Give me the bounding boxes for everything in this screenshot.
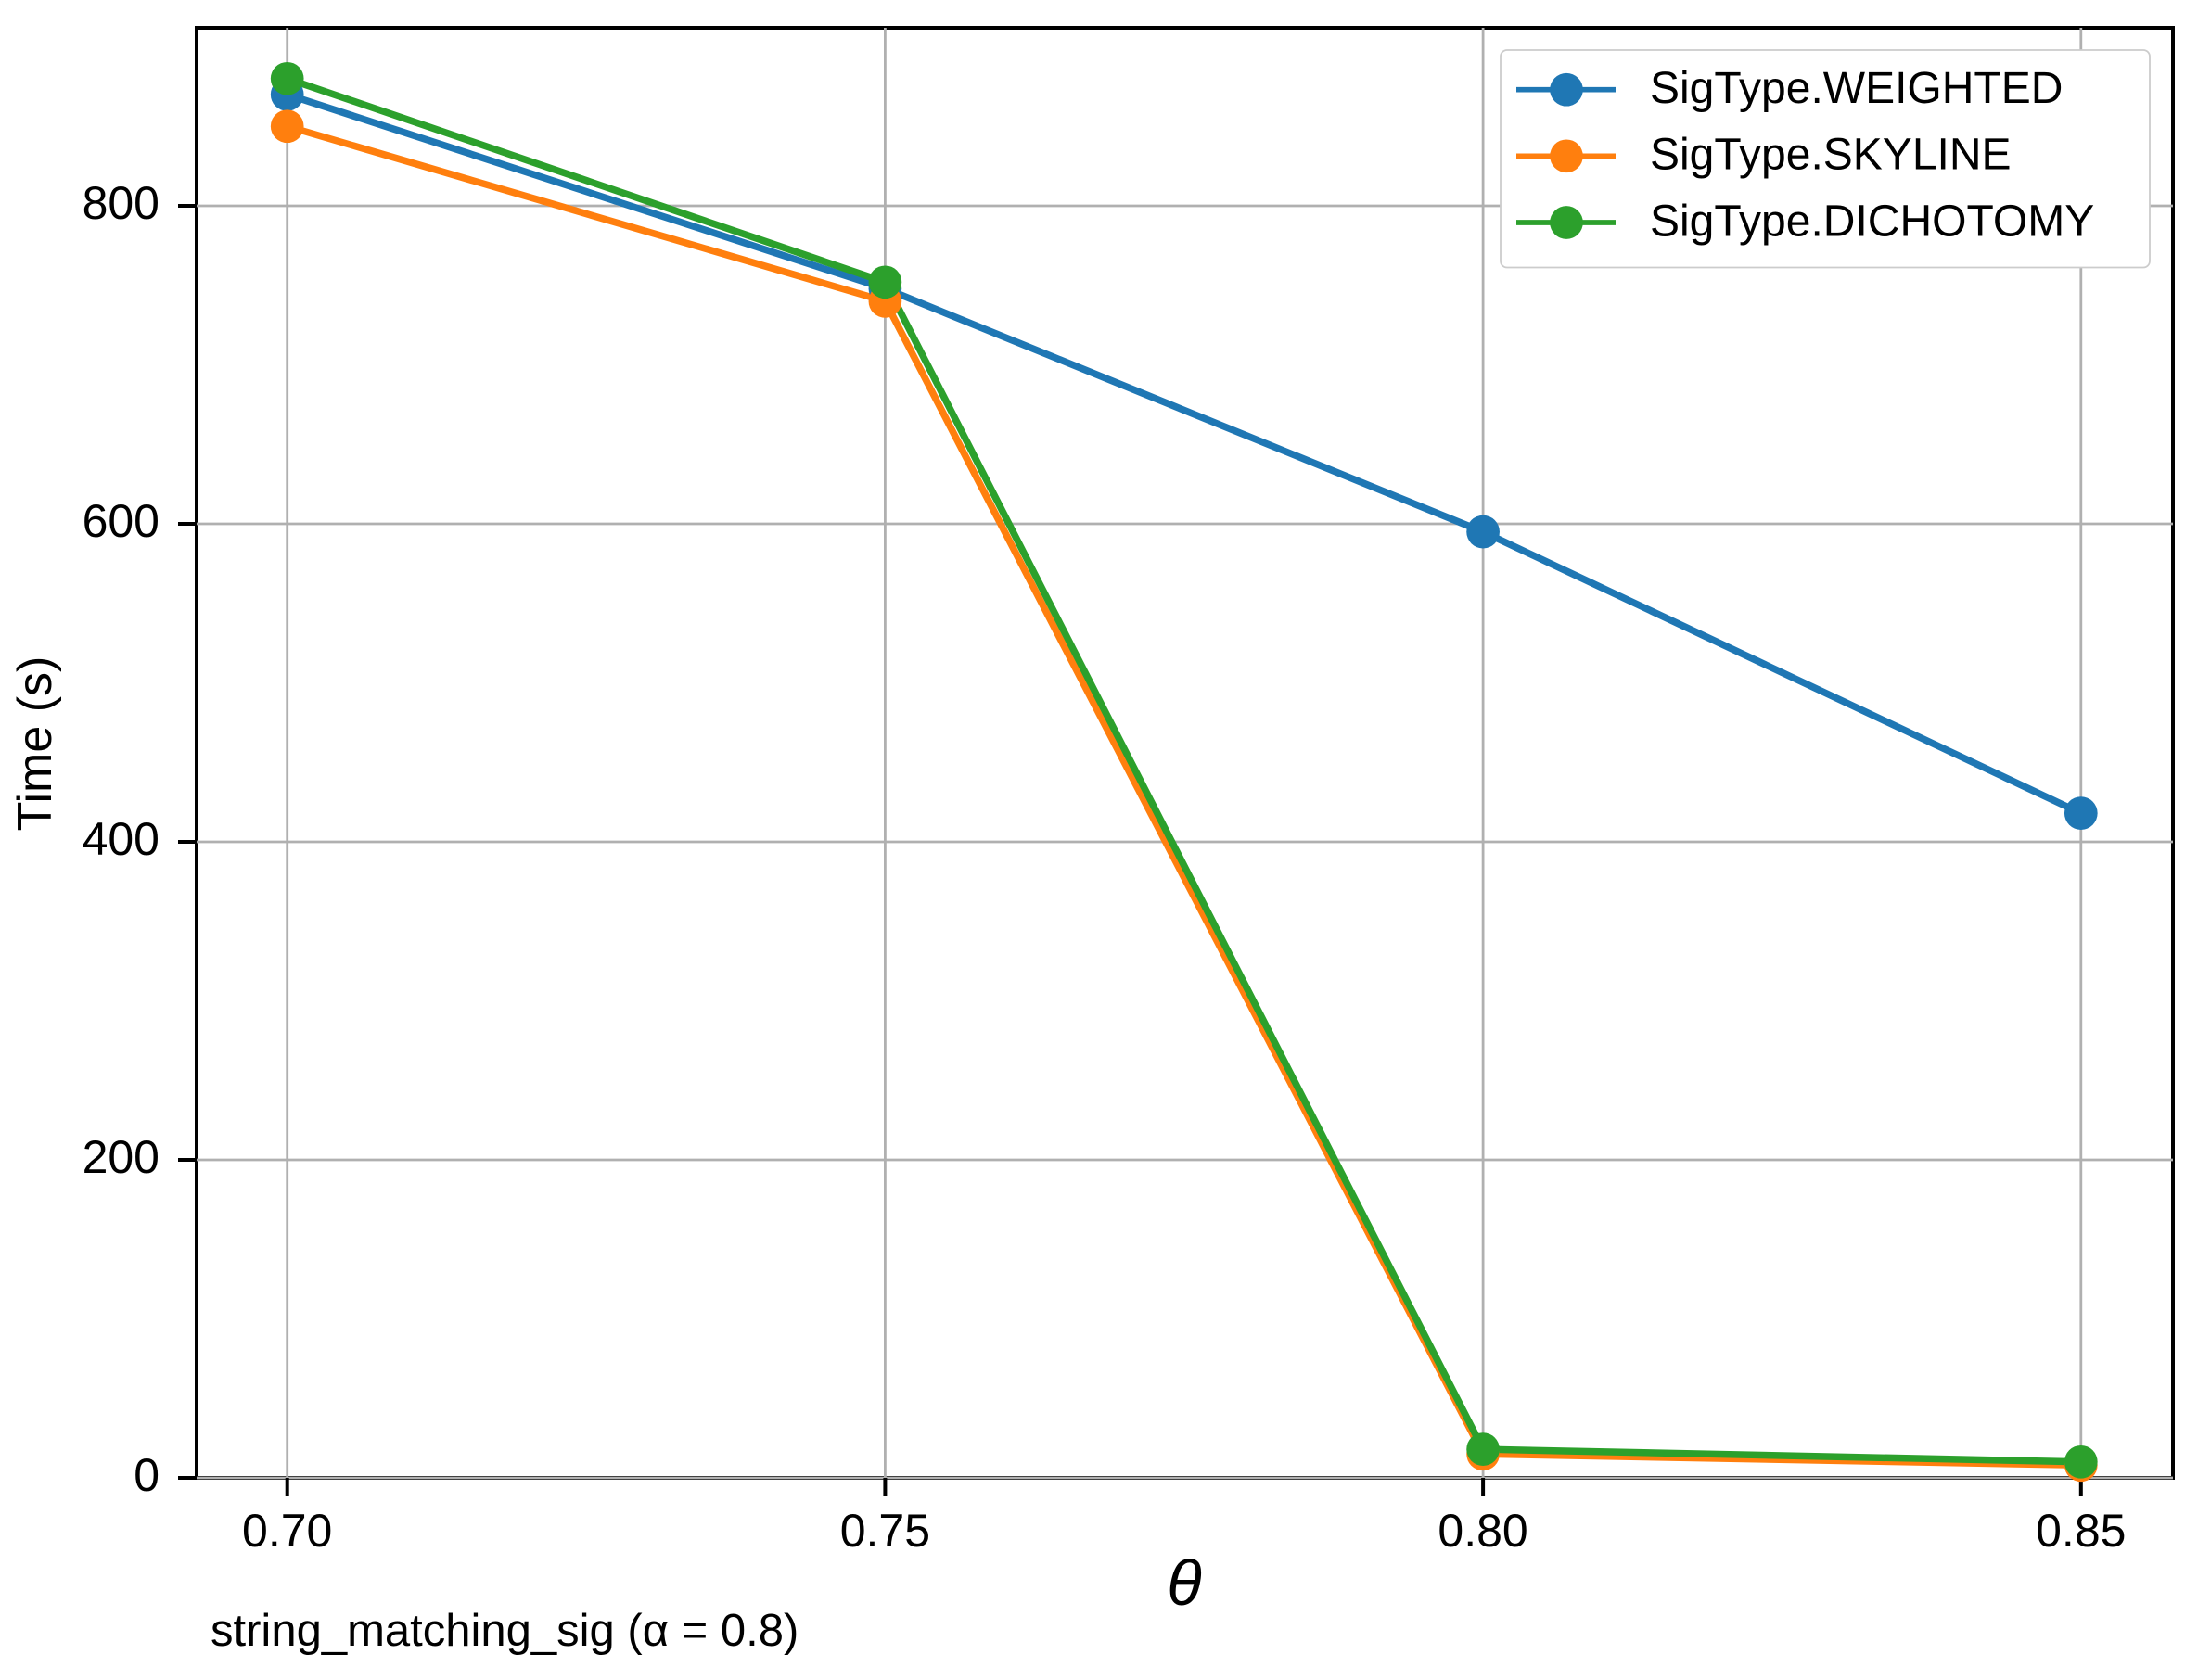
svg-text:SigType.DICHOTOMY: SigType.DICHOTOMY: [1650, 197, 2094, 246]
svg-text:0.75: 0.75: [840, 1505, 930, 1557]
svg-text:Time (s): Time (s): [8, 656, 62, 832]
svg-text:800: 800: [83, 177, 160, 229]
svg-text:0: 0: [134, 1449, 160, 1501]
svg-text:SigType.WEIGHTED: SigType.WEIGHTED: [1650, 64, 2063, 113]
svg-text:0.70: 0.70: [242, 1505, 332, 1557]
svg-text:600: 600: [83, 495, 160, 547]
svg-text:SigType.SKYLINE: SigType.SKYLINE: [1650, 131, 2012, 180]
svg-text:0.80: 0.80: [1438, 1505, 1527, 1557]
svg-text:400: 400: [83, 813, 160, 865]
svg-text:string_matching_sig (α = 0.8): string_matching_sig (α = 0.8): [211, 1606, 799, 1656]
svg-text:200: 200: [83, 1131, 160, 1183]
svg-text:θ: θ: [1167, 1547, 1201, 1619]
svg-text:0.85: 0.85: [2036, 1505, 2126, 1557]
